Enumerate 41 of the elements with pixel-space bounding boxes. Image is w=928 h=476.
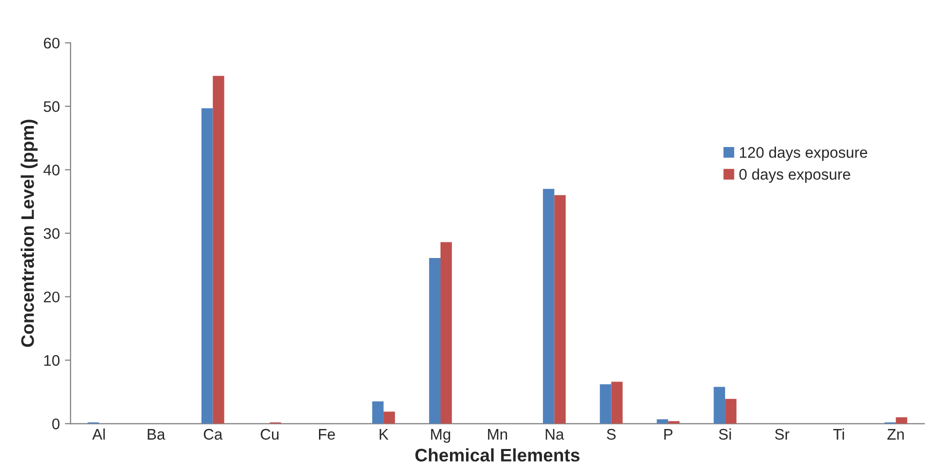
x-tick-label: Cu: [260, 428, 278, 440]
y-tick-label: 40: [43, 164, 60, 176]
bar: [372, 401, 384, 424]
bar: [656, 419, 668, 424]
x-tick-label: P: [664, 429, 672, 440]
legend-label: 0 days exposure: [739, 168, 850, 183]
bar: [542, 188, 554, 424]
legend-label: 120 days exposure: [740, 146, 868, 161]
y-tick-label: 10: [44, 355, 60, 366]
y-axis-title: Concentration Level (ppm): [20, 120, 38, 347]
x-tick-label: S: [606, 428, 616, 440]
x-tick-label: Zn: [887, 429, 904, 440]
y-tick-label: 60: [44, 38, 60, 49]
y-tick-label: 20: [44, 292, 60, 302]
x-tick-label: Mn: [488, 429, 508, 440]
bar: [896, 417, 908, 424]
x-tick-label: Ca: [204, 428, 223, 440]
x-tick-label: Al: [92, 428, 105, 440]
bar: [668, 421, 680, 424]
bar: [384, 412, 395, 424]
bar: [611, 382, 623, 424]
bar: [714, 386, 726, 424]
x-tick-label: Na: [546, 429, 564, 440]
x-tick-label: Ba: [148, 429, 166, 440]
bar: [725, 398, 736, 424]
x-tick-label: Fe: [318, 429, 335, 440]
y-tick-label: 50: [44, 101, 60, 112]
x-tick-label: Si: [718, 428, 731, 440]
bar: [440, 242, 452, 424]
bar: [554, 195, 566, 424]
bar: [212, 76, 224, 424]
x-tick-label: Sr: [775, 428, 790, 440]
x-tick-label: K: [380, 429, 388, 440]
y-tick-label: 0: [52, 418, 60, 430]
y-tick-label: 30: [44, 228, 60, 239]
x-tick-label: Ti: [833, 428, 844, 440]
bar: [600, 384, 612, 424]
bar: [429, 258, 440, 424]
bar: [201, 108, 213, 424]
x-axis-title: Chemical Elements: [415, 448, 580, 462]
x-tick-label: Mg: [431, 429, 450, 443]
